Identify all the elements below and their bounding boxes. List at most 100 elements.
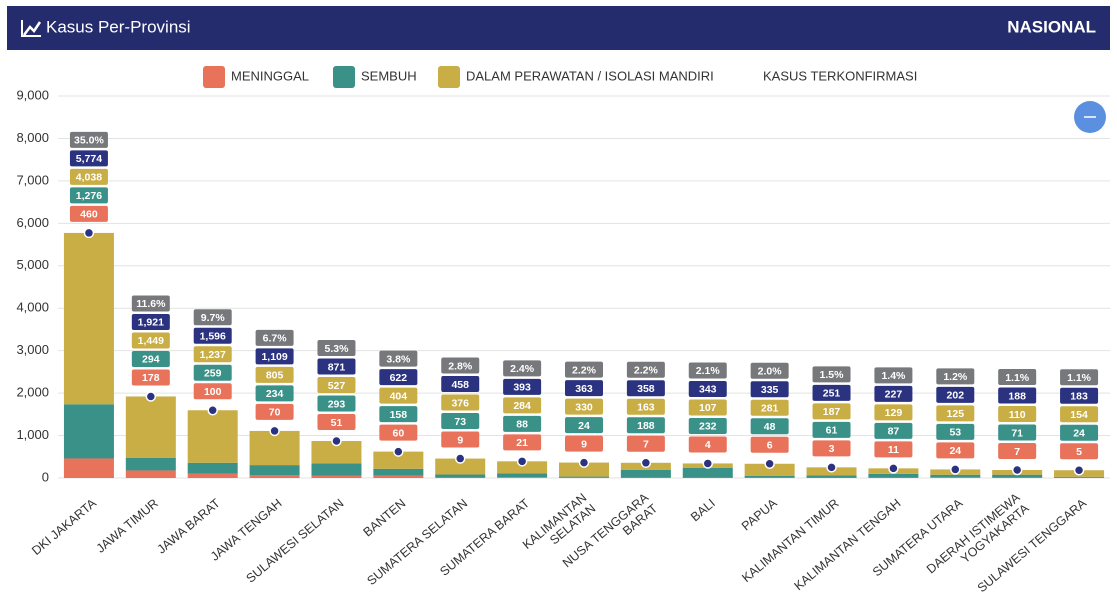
data-label: 110 [1009,409,1026,421]
bar-segment [64,458,114,478]
confirmed-dot [703,459,712,468]
data-label: 158 [390,409,408,421]
bar-segment [126,396,176,458]
data-label: 234 [266,388,284,400]
data-label: 404 [390,390,408,402]
bar-segment [250,465,300,475]
data-label: 259 [204,368,222,380]
data-label: 460 [80,209,98,221]
data-label: 2.2% [572,364,597,376]
bar-segment [311,476,361,478]
data-label: 3.8% [386,353,411,365]
bar-segment [559,477,609,478]
y-tick-label: 1,000 [16,427,49,442]
data-label: 11 [888,444,899,456]
data-label: 4 [705,439,711,451]
data-label: 5.3% [325,343,350,355]
legend-label: DALAM PERAWATAN / ISOLASI MANDIRI [466,68,714,83]
data-label: 2.8% [448,360,473,372]
bar-segment [497,473,547,477]
data-label: 9 [581,438,587,450]
y-tick-label: 4,000 [16,300,49,315]
x-tick-label: DKI JAKARTA [29,496,99,558]
bar-segment [435,475,485,478]
data-label: 24 [949,445,961,457]
x-tick-label: JAWA BARAT [155,496,224,557]
data-label: 2.4% [510,363,535,375]
data-label: 2.0% [758,366,783,378]
data-label: 527 [328,380,346,392]
data-label: 1,449 [138,335,164,347]
bar-segment [126,458,176,470]
bar-segment [930,475,980,477]
data-label: 458 [451,379,469,391]
bar-segment [373,475,423,478]
data-label: 188 [1008,390,1026,402]
bar-segment [188,463,238,474]
data-label: 183 [1070,391,1088,403]
data-label: 227 [885,389,903,401]
data-label: 70 [269,407,281,419]
data-label: 5 [1076,446,1082,458]
data-label: 71 [1011,427,1023,439]
data-label: 1,596 [200,331,226,343]
bar-segment [311,463,361,475]
data-label: 1.4% [881,370,906,382]
data-label: 61 [826,425,838,437]
data-label: 293 [328,398,346,410]
bar-segment [64,233,114,404]
data-label: 871 [328,361,346,373]
data-label: 24 [1073,428,1085,440]
data-label: 188 [637,420,655,432]
data-label: 178 [142,372,160,384]
data-label: 1.2% [943,371,968,383]
confirmed-dot [270,426,279,435]
data-label: 9.7% [201,312,226,324]
y-tick-label: 2,000 [16,385,49,400]
data-label: 6.7% [263,333,288,345]
bar-segment [683,468,733,478]
data-label: 6 [767,440,773,452]
data-label: 1,109 [261,351,287,363]
data-label: 154 [1070,409,1088,421]
data-label: 2.2% [634,365,659,377]
data-label: 7 [643,439,649,451]
bar-segment [188,410,238,463]
data-label: 2.1% [696,365,721,377]
confirmed-dot [765,459,774,468]
data-label: 24 [578,420,590,432]
x-tick-label: DAERAH ISTIMEWAYOGYAKARTA [924,490,1032,587]
bar-segment [1054,477,1104,478]
data-label: 100 [204,386,222,398]
bar-segment [188,474,238,478]
data-label: 4,038 [76,172,102,184]
legend-swatch [438,66,460,88]
data-label: 330 [575,401,593,413]
x-tick-label: JAWA TIMUR [94,496,161,556]
data-label: 11.6% [136,298,166,310]
data-label: 284 [513,400,531,412]
legend-swatch [333,66,355,88]
confirmed-dot [518,457,527,466]
data-label: 5,774 [76,153,102,165]
data-label: 163 [637,402,655,414]
header-scope[interactable]: NASIONAL [1007,17,1096,36]
data-label: 51 [331,417,343,429]
data-label: 35.0% [74,135,104,147]
confirmed-dot [641,458,650,467]
confirmed-dot [456,454,465,463]
data-label: 393 [513,382,531,394]
y-tick-label: 8,000 [16,130,49,145]
confirmed-dot [208,406,217,415]
data-label: 358 [637,383,655,395]
data-label: 1.5% [820,369,845,381]
x-tick-label: KALIMANTAN TENGAH [792,496,904,593]
confirmed-dot [1013,466,1022,475]
data-label: 363 [575,383,593,395]
data-label: 622 [390,372,408,384]
header-title: Kasus Per-Provinsi [46,17,191,36]
x-tick-label: BALI [688,496,718,524]
data-label: 88 [516,419,528,431]
legend-label: KASUS TERKONFIRMASI [763,68,917,83]
data-label: 125 [947,408,965,420]
